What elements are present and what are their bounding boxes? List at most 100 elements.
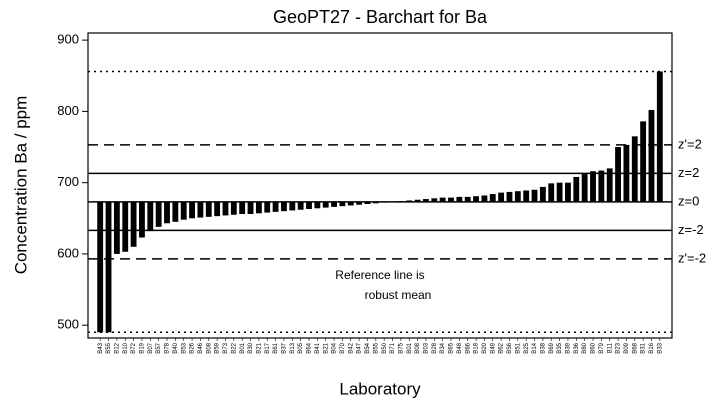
x-tick-label: B42 <box>348 342 354 353</box>
x-tick-label: B08 <box>206 342 212 353</box>
x-tick-label: B11 <box>607 342 613 353</box>
bar <box>339 201 346 207</box>
bar <box>615 147 621 202</box>
x-tick-label: B16 <box>649 342 655 353</box>
chart-title: GeoPT27 - Barchart for Ba <box>273 7 488 27</box>
bar <box>598 170 605 202</box>
x-tick-label: B37 <box>282 342 288 353</box>
bar <box>581 174 588 202</box>
x-tick-label: B36 <box>574 342 580 353</box>
x-tick-label: B59 <box>215 342 221 353</box>
bar <box>565 182 571 202</box>
x-tick-label: B60 <box>591 342 597 353</box>
x-tick-label: B62 <box>499 342 505 353</box>
annotation: Reference line is <box>335 268 424 282</box>
x-tick-label: B55 <box>373 342 379 353</box>
bar <box>648 109 655 202</box>
x-tick-label: B50 <box>382 342 388 353</box>
x-tick-label: B47 <box>357 342 363 353</box>
x-tick-label: B19 <box>140 342 146 353</box>
bar <box>197 201 204 218</box>
bar <box>130 201 137 247</box>
bar <box>214 201 221 217</box>
x-tick-label: B40 <box>173 342 179 353</box>
bar <box>147 201 154 232</box>
x-tick-label: B13 <box>290 342 296 353</box>
bar <box>640 121 647 202</box>
bar <box>523 190 530 202</box>
bar <box>606 168 613 202</box>
x-tick-label: B48 <box>457 342 463 353</box>
x-tick-label: B54 <box>365 342 371 353</box>
x-tick-label: B70 <box>340 342 346 353</box>
bar <box>331 201 337 207</box>
bar <box>239 201 246 215</box>
x-tick-label: B12 <box>114 342 120 353</box>
x-tick-label: B33 <box>657 342 663 353</box>
x-tick-label: B04 <box>332 342 338 353</box>
bar <box>590 171 596 202</box>
y-tick-label: 500 <box>57 317 79 332</box>
x-tick-label: B49 <box>490 342 496 353</box>
x-tick-label: B14 <box>532 342 538 353</box>
x-tick-label: B23 <box>616 342 622 353</box>
bar <box>356 201 363 205</box>
bar <box>139 201 145 238</box>
bar <box>539 186 546 202</box>
x-tick-label: B64 <box>307 342 313 353</box>
bar <box>189 201 195 219</box>
reference-label: z=0 <box>678 193 699 208</box>
bar <box>456 196 463 202</box>
y-tick-label: 800 <box>57 103 79 118</box>
bar <box>314 201 321 209</box>
x-tick-label: B65 <box>449 342 455 353</box>
bar <box>631 136 638 202</box>
x-tick-label: B68 <box>632 342 638 353</box>
annotation: robust mean <box>365 288 432 302</box>
x-tick-label: B57 <box>156 342 162 353</box>
bar <box>113 201 120 254</box>
bar <box>264 201 271 213</box>
bar <box>164 201 170 224</box>
bar <box>623 144 630 202</box>
x-tick-label: B03 <box>424 342 430 353</box>
bar <box>364 201 371 205</box>
bar <box>255 201 262 214</box>
x-tick-label: B75 <box>398 342 404 353</box>
bar <box>205 201 212 217</box>
bar <box>281 201 287 212</box>
bar <box>414 199 421 202</box>
bar <box>97 201 104 333</box>
x-tick-label: B18 <box>474 342 480 353</box>
x-tick-label: B71 <box>390 342 396 353</box>
x-tick-label: B31 <box>641 342 647 353</box>
bar <box>397 201 404 202</box>
reference-label: z=2 <box>678 165 699 180</box>
x-tick-label: B46 <box>198 342 204 353</box>
bar <box>306 201 312 210</box>
bar <box>531 189 538 202</box>
x-tick-label: B38 <box>540 342 546 353</box>
bar <box>473 196 479 202</box>
bar <box>155 201 162 227</box>
bar <box>448 197 454 202</box>
bar <box>506 191 513 202</box>
x-tick-label: B22 <box>231 342 237 353</box>
x-tick-label: B01 <box>407 342 413 353</box>
bar <box>347 201 354 206</box>
bar <box>406 200 413 202</box>
bar <box>381 201 388 203</box>
x-tick-label: B07 <box>148 342 154 353</box>
bar <box>556 182 563 202</box>
bar <box>372 201 379 204</box>
bar <box>322 201 329 208</box>
bar <box>180 201 187 220</box>
x-tick-label: B61 <box>273 342 279 353</box>
x-tick-label: B55 <box>106 342 112 353</box>
bar <box>272 201 279 212</box>
reference-label: z'=2 <box>678 136 702 151</box>
bar <box>481 195 488 202</box>
bar <box>573 176 580 202</box>
x-axis-label: Laboratory <box>339 379 421 398</box>
x-tick-label: B41 <box>315 342 321 353</box>
